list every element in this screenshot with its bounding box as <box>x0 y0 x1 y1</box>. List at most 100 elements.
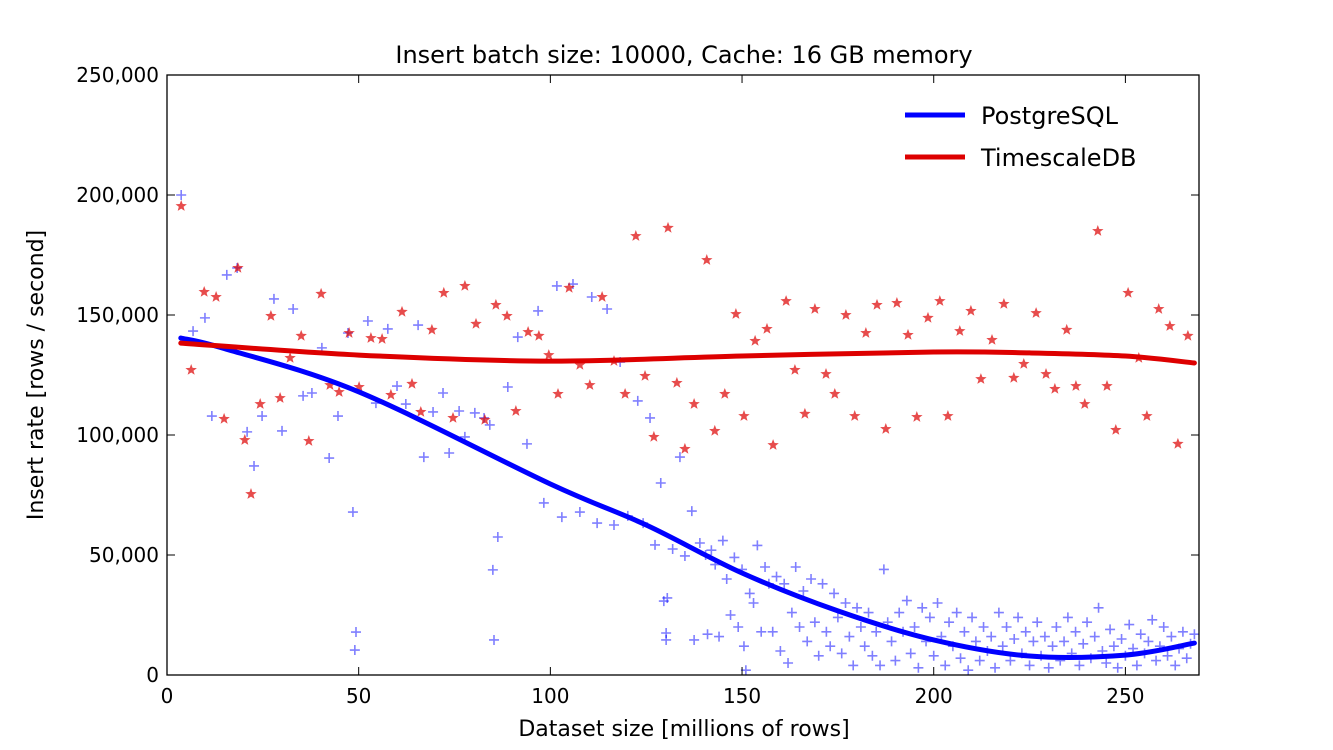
data-point-plus <box>855 622 866 632</box>
data-point-plus <box>978 622 989 632</box>
data-point-plus <box>1070 626 1081 637</box>
x-axis-label: Dataset size [millions of rows] <box>518 717 849 742</box>
data-point-plus <box>608 520 619 530</box>
postgresql-points <box>176 190 1200 676</box>
data-point-star <box>522 326 534 337</box>
data-point-star <box>274 392 286 403</box>
data-point-plus <box>1032 617 1043 628</box>
data-point-star <box>315 287 327 299</box>
data-point-plus <box>744 588 755 599</box>
data-point-plus <box>740 665 751 676</box>
data-point-plus <box>836 648 847 659</box>
data-point-plus <box>1062 612 1073 623</box>
data-point-plus <box>752 540 763 551</box>
data-point-plus <box>829 588 840 599</box>
data-point-plus <box>859 641 870 652</box>
data-point-plus <box>702 629 713 640</box>
data-point-star <box>385 388 397 400</box>
data-point-plus <box>242 426 253 437</box>
data-point-plus <box>798 586 809 596</box>
data-point-star <box>218 412 230 424</box>
data-point-star <box>1153 303 1165 314</box>
data-point-plus <box>176 190 187 200</box>
data-point-star <box>459 280 471 291</box>
data-point-star <box>975 373 987 384</box>
legend-label: TimescaleDB <box>980 144 1137 172</box>
data-point-plus <box>760 562 771 572</box>
data-point-plus <box>1162 650 1173 661</box>
x-tick-label: 200 <box>915 684 953 708</box>
data-point-plus <box>1158 622 1169 632</box>
data-point-star <box>1070 380 1082 391</box>
data-point-star <box>490 298 502 310</box>
x-tick-label: 150 <box>723 684 761 708</box>
scatter-points <box>175 190 1200 676</box>
data-point-plus <box>909 622 920 632</box>
data-point-star <box>396 305 408 317</box>
data-point-star <box>1141 410 1153 421</box>
data-point-plus <box>556 512 567 523</box>
data-point-star <box>353 381 365 392</box>
data-point-plus <box>484 419 495 430</box>
data-point-plus <box>748 598 759 608</box>
data-point-star <box>639 370 651 381</box>
data-point-plus <box>1124 619 1135 630</box>
data-point-plus <box>689 634 700 645</box>
data-point-plus <box>538 497 549 508</box>
data-point-star <box>265 310 277 321</box>
data-point-star <box>1164 320 1176 331</box>
data-point-star <box>333 386 345 397</box>
data-point-plus <box>913 662 924 673</box>
data-point-star <box>543 349 555 360</box>
data-point-plus <box>844 631 855 642</box>
data-point-star <box>730 308 742 319</box>
data-point-plus <box>970 636 981 647</box>
data-point-plus <box>586 292 597 302</box>
data-point-plus <box>963 665 974 676</box>
x-tick-label: 0 <box>161 684 174 708</box>
data-point-star <box>934 295 946 306</box>
data-point-plus <box>298 390 309 401</box>
data-point-star <box>789 364 801 375</box>
data-point-star <box>799 407 811 419</box>
data-point-plus <box>1051 622 1062 632</box>
data-point-plus <box>602 304 613 314</box>
data-point-plus <box>725 610 736 620</box>
data-point-star <box>365 332 377 343</box>
data-point-plus <box>986 631 997 642</box>
data-point-star <box>198 286 210 297</box>
data-point-plus <box>783 658 794 668</box>
data-point-plus <box>438 388 449 398</box>
legend: PostgreSQL TimescaleDB <box>905 102 1137 172</box>
data-point-plus <box>917 602 928 613</box>
data-point-plus <box>679 550 690 561</box>
data-point-star <box>911 411 923 422</box>
data-point-star <box>210 291 222 302</box>
data-point-plus <box>714 631 725 642</box>
data-point-star <box>1008 371 1020 383</box>
data-point-star <box>738 410 750 421</box>
data-point-plus <box>206 411 217 422</box>
data-point-plus <box>655 478 666 488</box>
data-point-plus <box>512 332 523 343</box>
data-point-star <box>820 368 832 379</box>
data-point-star <box>552 388 564 399</box>
data-point-plus <box>959 626 970 637</box>
data-point-star <box>648 430 660 442</box>
data-point-plus <box>721 574 732 584</box>
timescaledb-fit-line <box>178 340 1197 366</box>
data-point-plus <box>790 562 801 572</box>
data-point-plus <box>767 626 778 637</box>
data-point-star <box>1061 323 1073 335</box>
data-point-star <box>438 286 450 298</box>
data-point-plus <box>347 507 358 518</box>
data-point-plus <box>967 612 978 623</box>
data-point-star <box>574 358 586 370</box>
data-point-star <box>809 303 821 314</box>
data-point-plus <box>324 453 335 464</box>
data-point-plus <box>489 634 500 645</box>
data-point-plus <box>400 399 411 410</box>
data-point-plus <box>392 381 403 392</box>
y-axis-label: Insert rate [rows / second] <box>24 230 49 520</box>
